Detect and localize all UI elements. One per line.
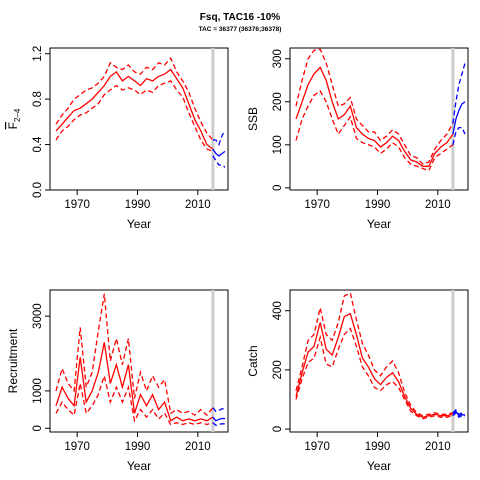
y-axis-label: F2–4 (6, 108, 22, 129)
history-median-line (295, 66, 454, 167)
projection-upper-bound-line (212, 407, 225, 413)
figure-subtitle: TAC = 36377 (36376;36378) (199, 26, 282, 33)
history-upper-bound-line (295, 292, 454, 417)
projection-median-line (452, 101, 466, 135)
y-tick-label: 1.2 (32, 46, 44, 62)
plot-frame (289, 47, 469, 191)
y-tick-label: 100 (272, 135, 284, 154)
x-tick-label: 1990 (365, 441, 391, 453)
x-tick-label: 2010 (425, 199, 451, 211)
x-tick-label: 2010 (185, 199, 211, 211)
x-tick-label: 2010 (425, 441, 451, 453)
projection-lower-bound-line (212, 422, 225, 427)
y-axis-label-subscript: 2–4 (13, 108, 22, 122)
figure-title: Fsq, TAC16 -10% (200, 12, 280, 23)
y-axis-label-main: F (6, 122, 20, 129)
history-median-line (295, 312, 454, 418)
y-tick-label: 200 (272, 360, 284, 379)
projection-median-line (452, 410, 466, 417)
y-tick-label: 200 (272, 92, 284, 111)
y-tick-label: 1000 (32, 378, 44, 404)
panel-f: 1970 1990 2010 0.0 0.4 0.8 1.2 Year F2–4 (6, 46, 229, 231)
y-tick-label: 3000 (32, 303, 44, 329)
panel-catch: 1970 1990 2010 0 200 400 Year Catch (246, 289, 469, 473)
y-axis-label: Catch (246, 345, 260, 376)
y-tick-label: 400 (272, 301, 284, 320)
panel-recruitment: 1970 1990 2010 0 1000 3000 Year Recruitment (6, 289, 229, 473)
y-tick-label: 300 (272, 49, 284, 68)
x-tick-label: 1970 (304, 199, 330, 211)
projection-median-line (212, 148, 226, 157)
x-axis-label: Year (367, 217, 391, 231)
projection-lower-bound-line (452, 411, 466, 419)
x-axis-label: Year (127, 459, 151, 473)
y-tick-label: 0 (272, 426, 284, 432)
y-tick-label: 0 (272, 185, 284, 191)
history-upper-bound-line (55, 57, 214, 141)
x-tick-label: 1990 (365, 199, 391, 211)
projection-lower-bound-line (212, 155, 226, 168)
y-tick-label: 0.0 (32, 182, 44, 198)
x-tick-label: 1970 (64, 441, 90, 453)
projection-median-line (212, 416, 225, 422)
history-upper-bound-line (295, 48, 454, 165)
plot-frame (49, 47, 229, 191)
history-lower-bound-line (55, 373, 214, 426)
history-lower-bound-line (295, 90, 454, 172)
x-tick-label: 1990 (125, 441, 151, 453)
history-median-line (55, 68, 214, 150)
projection-upper-bound-line (452, 62, 466, 124)
projection-lower-bound-line (452, 126, 466, 145)
y-tick-label: 0.4 (32, 136, 44, 153)
x-tick-label: 1970 (304, 441, 330, 453)
history-lower-bound-line (55, 80, 214, 153)
history-median-line (55, 342, 214, 422)
y-axis-label: Recruitment (6, 328, 20, 393)
x-axis-label: Year (367, 459, 391, 473)
projection-upper-bound-line (212, 130, 226, 147)
x-tick-label: 2010 (185, 441, 211, 453)
plot-frame (49, 289, 229, 433)
projection-upper-bound-line (452, 408, 466, 416)
x-tick-label: 1990 (125, 199, 151, 211)
y-axis-label: SSB (246, 107, 260, 131)
plot-frame (289, 289, 469, 433)
history-upper-bound-line (55, 293, 214, 417)
y-tick-label: 0 (32, 425, 44, 431)
x-tick-label: 1970 (64, 199, 90, 211)
y-tick-label: 0.8 (32, 91, 44, 107)
history-lower-bound-line (295, 327, 454, 420)
x-axis-label: Year (127, 217, 151, 231)
panel-ssb: 1970 1990 2010 0 100 200 300 Year SSB (246, 47, 469, 231)
